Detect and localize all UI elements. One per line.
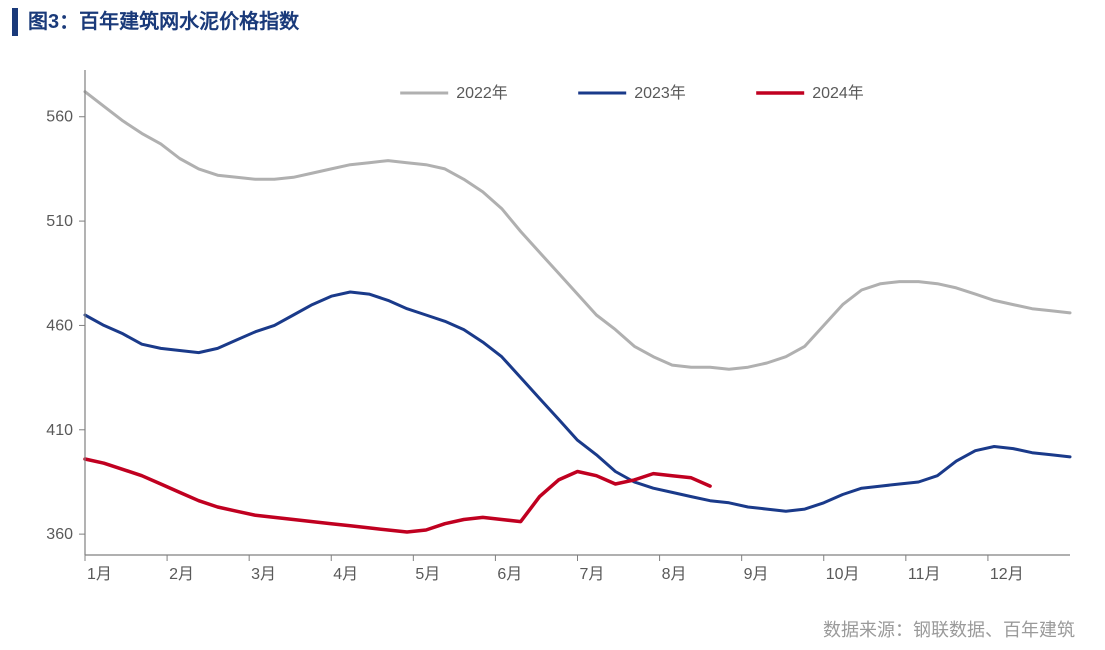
svg-text:4月: 4月: [333, 566, 358, 583]
legend-label: 2022年: [456, 84, 508, 102]
svg-text:560: 560: [46, 109, 73, 126]
series-2022年: [85, 92, 1070, 370]
svg-text:3月: 3月: [251, 566, 276, 583]
series-2024年: [85, 459, 710, 532]
svg-text:510: 510: [46, 213, 73, 230]
legend-label: 2024年: [812, 84, 864, 102]
svg-text:11月: 11月: [908, 566, 941, 583]
title-accent-bar: [12, 8, 18, 36]
svg-text:10月: 10月: [826, 566, 860, 583]
svg-text:5月: 5月: [415, 566, 440, 583]
series-2023年: [85, 292, 1070, 511]
line-chart: 360 410 460 510 560 1月 2月 3月 4月 5月 6月 7月 8月 9月 10月 11月 1…: [30, 55, 1085, 600]
svg-text:360: 360: [46, 526, 73, 543]
svg-text:410: 410: [46, 422, 73, 439]
svg-text:7月: 7月: [580, 566, 605, 583]
svg-text:2月: 2月: [169, 566, 194, 583]
svg-text:8月: 8月: [662, 566, 687, 583]
chart-title: 图3：百年建筑网水泥价格指数: [28, 8, 299, 36]
svg-text:460: 460: [46, 317, 73, 334]
legend-label: 2023年: [634, 84, 686, 102]
svg-text:1月: 1月: [87, 566, 112, 583]
chart-container: 360 410 460 510 560 1月 2月 3月 4月 5月 6月 7月 8月 9月 10月 11月 1…: [30, 55, 1085, 600]
svg-text:12月: 12月: [990, 566, 1024, 583]
data-source-label: 数据来源：钢联数据、百年建筑: [823, 616, 1075, 642]
svg-text:6月: 6月: [497, 566, 522, 583]
svg-text:9月: 9月: [744, 566, 769, 583]
chart-title-bar: 图3：百年建筑网水泥价格指数: [0, 0, 1105, 36]
